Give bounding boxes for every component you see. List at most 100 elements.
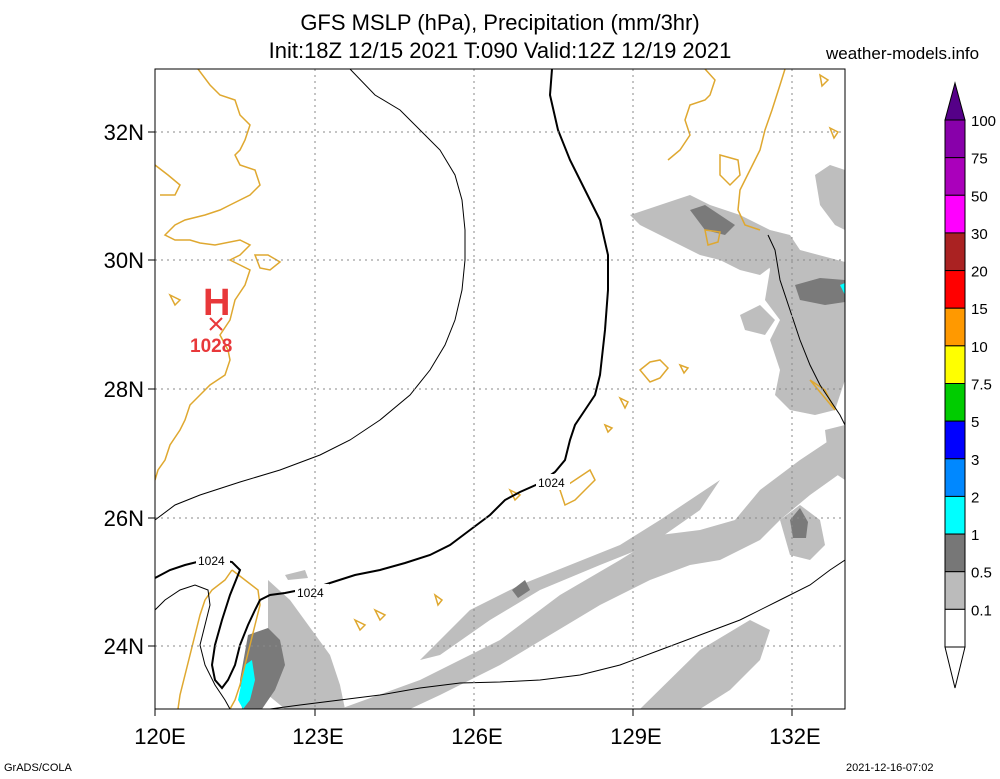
legend-swatch	[944, 345, 966, 385]
legend-color-blocks	[944, 119, 966, 648]
precip-patch-mid-east	[740, 305, 775, 335]
legend-label: 3	[971, 452, 979, 469]
china-inlet	[155, 164, 181, 196]
legend-label: 100	[971, 113, 996, 130]
china-coast-island-1	[253, 254, 282, 271]
japan-islands	[818, 73, 840, 140]
legend-swatch	[944, 232, 966, 272]
legend-swatch	[944, 307, 966, 347]
lat-label-30n: 30N	[104, 248, 144, 273]
precip-patch-northeast	[815, 165, 845, 230]
lon-label-120e: 120E	[134, 724, 185, 749]
japan-kyushu	[719, 154, 741, 187]
axis-ticks	[148, 131, 793, 716]
legend-label: 20	[971, 264, 988, 281]
precip-band-south	[340, 425, 845, 709]
precip-cyan-east	[840, 283, 845, 295]
isobar-1020-west	[155, 584, 231, 709]
legend-swatch	[944, 571, 966, 610]
legend-swatch	[944, 420, 966, 460]
precip-patch-southeast	[825, 425, 845, 480]
korea-coast	[667, 69, 716, 161]
precip-dark-east	[795, 278, 845, 305]
high-value: 1028	[190, 336, 232, 357]
precip-patch-east	[765, 240, 845, 415]
legend-swatch	[944, 495, 966, 535]
legend-swatch	[944, 119, 966, 159]
isobar-1016-east	[767, 234, 845, 426]
precip-legend	[944, 81, 966, 689]
coastlines	[155, 69, 840, 709]
precip-dark-southeast	[790, 508, 808, 538]
legend-label: 30	[971, 226, 988, 243]
map-plot-area: 1024 1024 1024 H 1028	[155, 69, 845, 709]
precip-medium-areas	[240, 205, 845, 709]
ryukyu-2	[603, 396, 630, 434]
legend-label: 7.5	[971, 377, 992, 394]
ryukyu-3	[559, 468, 596, 507]
lon-label-126e: 126E	[451, 724, 502, 749]
legend-label: 50	[971, 188, 988, 205]
legend-label: 75	[971, 151, 988, 168]
legend-label: 15	[971, 301, 988, 318]
precip-light-areas	[268, 165, 845, 709]
precip-band-main	[268, 580, 345, 709]
precip-dark-lower	[512, 580, 530, 598]
map-title: GFS MSLP (hPa), Precipitation (mm/3hr)	[300, 10, 700, 35]
isobar-1016-south	[269, 559, 845, 709]
footer-timestamp: 2021-12-16-07:02	[846, 762, 934, 774]
precip-band-middle	[420, 480, 720, 660]
legend-label: 5	[971, 414, 979, 431]
credit-text: weather-models.info	[826, 44, 980, 63]
lat-label-32n: 32N	[104, 120, 144, 145]
precip-patch-small	[285, 570, 308, 580]
isobar-label-3: 1024	[297, 586, 324, 600]
lon-label-129e: 129E	[610, 724, 661, 749]
isobar-label-2: 1024	[198, 554, 225, 568]
longitude-labels: 120E 123E 126E 129E 132E	[134, 724, 820, 749]
legend-swatch	[944, 608, 966, 648]
latitude-labels: 32N 30N 28N 26N 24N	[104, 120, 144, 659]
legend-labels: 100 75 50 30 20 15 10 7.5 5 3 2 1 0.5 0.1	[971, 113, 996, 619]
ryukyu-5	[353, 593, 444, 632]
precip-cyan-areas	[238, 283, 845, 709]
precip-dark-taiwan	[240, 628, 285, 709]
precip-dark-north	[690, 205, 735, 235]
legend-swatch	[944, 458, 966, 497]
legend-swatch	[944, 157, 966, 196]
lat-label-28n: 28N	[104, 377, 144, 402]
taiwan-coast	[177, 569, 261, 709]
isobars-thin	[155, 69, 845, 709]
ryukyu-4	[508, 488, 522, 502]
high-center-cross	[209, 317, 223, 331]
precip-band-east	[640, 620, 770, 709]
precip-cyan-taiwan	[238, 660, 255, 709]
china-coast-island-2	[168, 293, 182, 307]
legend-label: 0.5	[971, 565, 992, 582]
high-symbol: H	[203, 282, 230, 324]
japan-east-coast	[809, 379, 836, 411]
isobar-1020-north	[155, 69, 466, 521]
legend-swatch	[944, 270, 966, 309]
legend-label: 2	[971, 489, 979, 506]
legend-top-arrow	[944, 81, 966, 121]
china-coast	[155, 69, 261, 481]
gridlines	[155, 69, 845, 709]
legend-bottom-arrow	[944, 646, 966, 689]
map-frame	[154, 68, 846, 710]
precip-patch-lower-east	[780, 505, 825, 560]
map-subtitle: Init:18Z 12/15 2021 T:090 Valid:12Z 12/1…	[268, 38, 732, 63]
footer-left: GrADS/COLA	[4, 762, 72, 774]
isobars-thick	[155, 69, 609, 690]
legend-label: 0.1	[971, 602, 992, 619]
lon-label-132e: 132E	[769, 724, 820, 749]
lat-label-24n: 24N	[104, 634, 144, 659]
precip-patch-north	[630, 195, 800, 275]
high-pressure-center: H 1028	[190, 282, 232, 357]
isobar-1024-main	[155, 69, 609, 690]
legend-swatch	[944, 194, 966, 234]
ryukyu-6	[678, 363, 690, 375]
isobar-label-1: 1024	[538, 476, 565, 490]
legend-label: 1	[971, 527, 979, 544]
